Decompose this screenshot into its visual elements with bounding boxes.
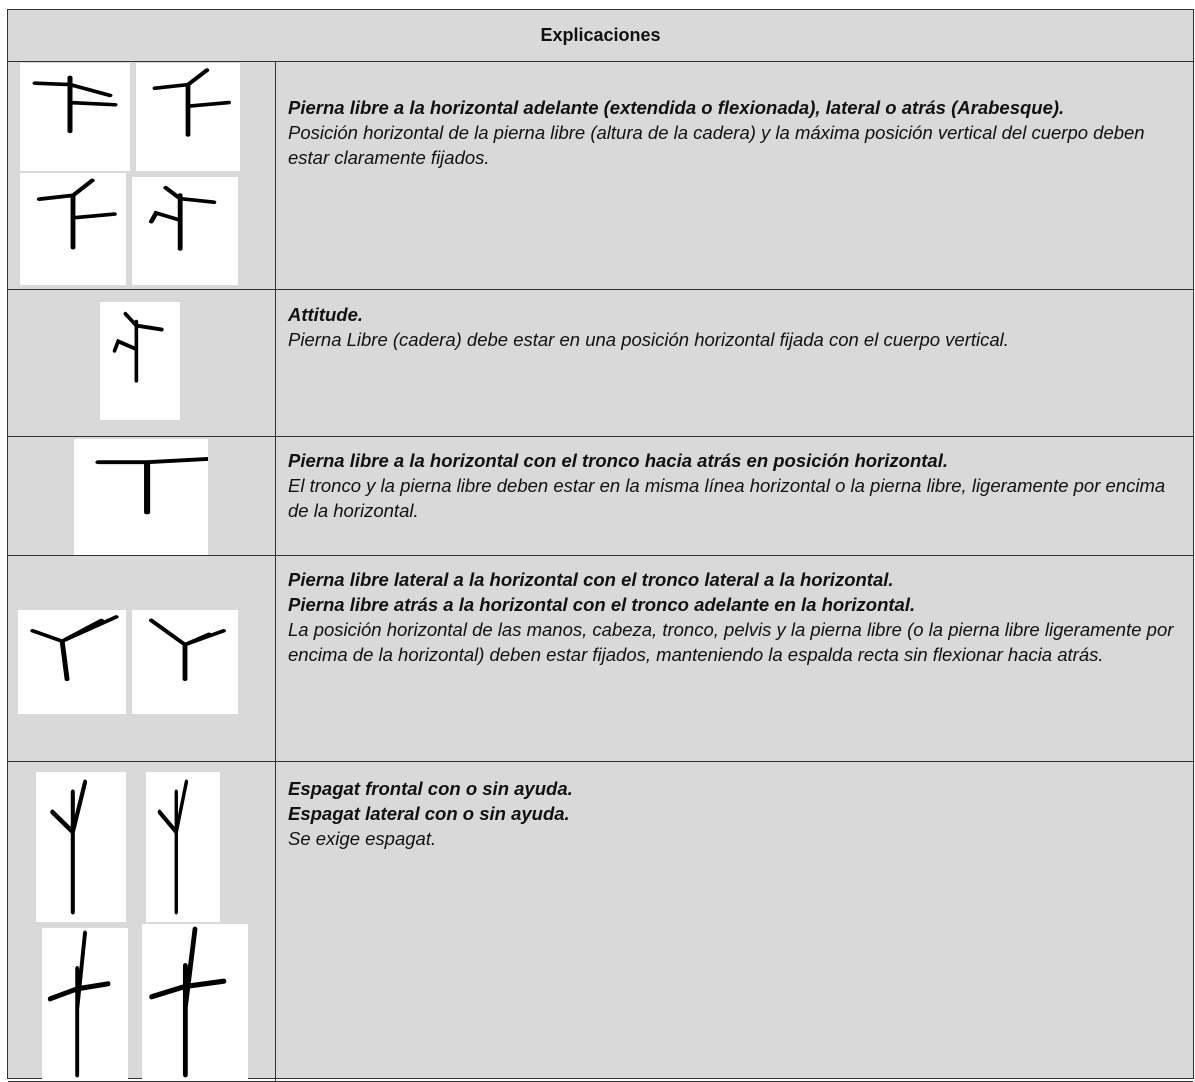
figure — [148, 186, 217, 251]
description: Posición horizontal de la pierna libre (… — [288, 122, 1145, 168]
table: Explicaciones Pierna libre a la horizont… — [7, 9, 1194, 1082]
text-cell: Pierna libre a la horizontal con el tron… — [288, 448, 1183, 523]
figure-image — [36, 772, 126, 922]
heading: Pierna libre lateral a la horizontal con… — [288, 569, 894, 590]
figure-image — [132, 610, 238, 714]
figure — [32, 75, 118, 134]
figure — [95, 457, 208, 515]
figure-image — [100, 302, 180, 420]
description: La posición horizontal de las manos, cab… — [288, 619, 1174, 665]
figure — [148, 618, 226, 682]
image-cell — [8, 62, 276, 289]
image-cell — [8, 762, 276, 1081]
figure — [112, 311, 164, 383]
table-row: Espagat frontal con o sin ayuda. Espagat … — [8, 762, 1193, 1082]
heading: Attitude. — [288, 304, 364, 325]
table-row: Attitude. Pierna Libre (cadera) debe esta… — [8, 290, 1193, 437]
figure — [157, 779, 189, 915]
description: Pierna Libre (cadera) debe estar en una … — [288, 329, 1009, 350]
figure-image — [142, 924, 248, 1080]
heading: Espagat lateral con o sin ayuda. — [288, 803, 570, 824]
image-cell — [8, 437, 276, 555]
image-cell — [8, 290, 276, 436]
figure-image — [74, 439, 208, 555]
figure — [152, 68, 232, 137]
heading: Pierna libre a la horizontal adelante (e… — [288, 97, 1065, 118]
figure-image — [146, 772, 220, 922]
figure — [30, 615, 119, 682]
description: Se exige espagat. — [288, 828, 437, 849]
heading: Pierna libre a la horizontal con el tron… — [288, 450, 948, 471]
table-row: Pierna libre a la horizontal con el tron… — [8, 437, 1193, 556]
image-cell — [8, 556, 276, 761]
description: El tronco y la pierna libre deben estar … — [288, 475, 1166, 521]
table-header: Explicaciones — [8, 10, 1193, 62]
figure-image — [136, 63, 240, 171]
heading: Pierna libre atrás a la horizontal con e… — [288, 594, 916, 615]
heading: Espagat frontal con o sin ayuda. — [288, 778, 573, 799]
figure-image — [18, 610, 126, 714]
figure — [149, 926, 227, 1078]
text-cell: Pierna libre a la horizontal adelante (e… — [288, 95, 1183, 170]
text-cell: Attitude. Pierna Libre (cadera) debe esta… — [288, 302, 1183, 352]
figure-image — [42, 928, 128, 1080]
figure — [47, 930, 111, 1078]
text-cell: Espagat frontal con o sin ayuda. Espagat … — [288, 776, 1183, 851]
figure — [36, 178, 117, 250]
figure — [50, 779, 88, 915]
table-row: Pierna libre lateral a la horizontal con… — [8, 556, 1193, 762]
figure-image — [132, 177, 238, 285]
figure-image — [20, 63, 130, 171]
text-cell: Pierna libre lateral a la horizontal con… — [288, 567, 1183, 667]
table-row: Pierna libre a la horizontal adelante (e… — [8, 62, 1193, 290]
figure-image — [20, 173, 126, 285]
